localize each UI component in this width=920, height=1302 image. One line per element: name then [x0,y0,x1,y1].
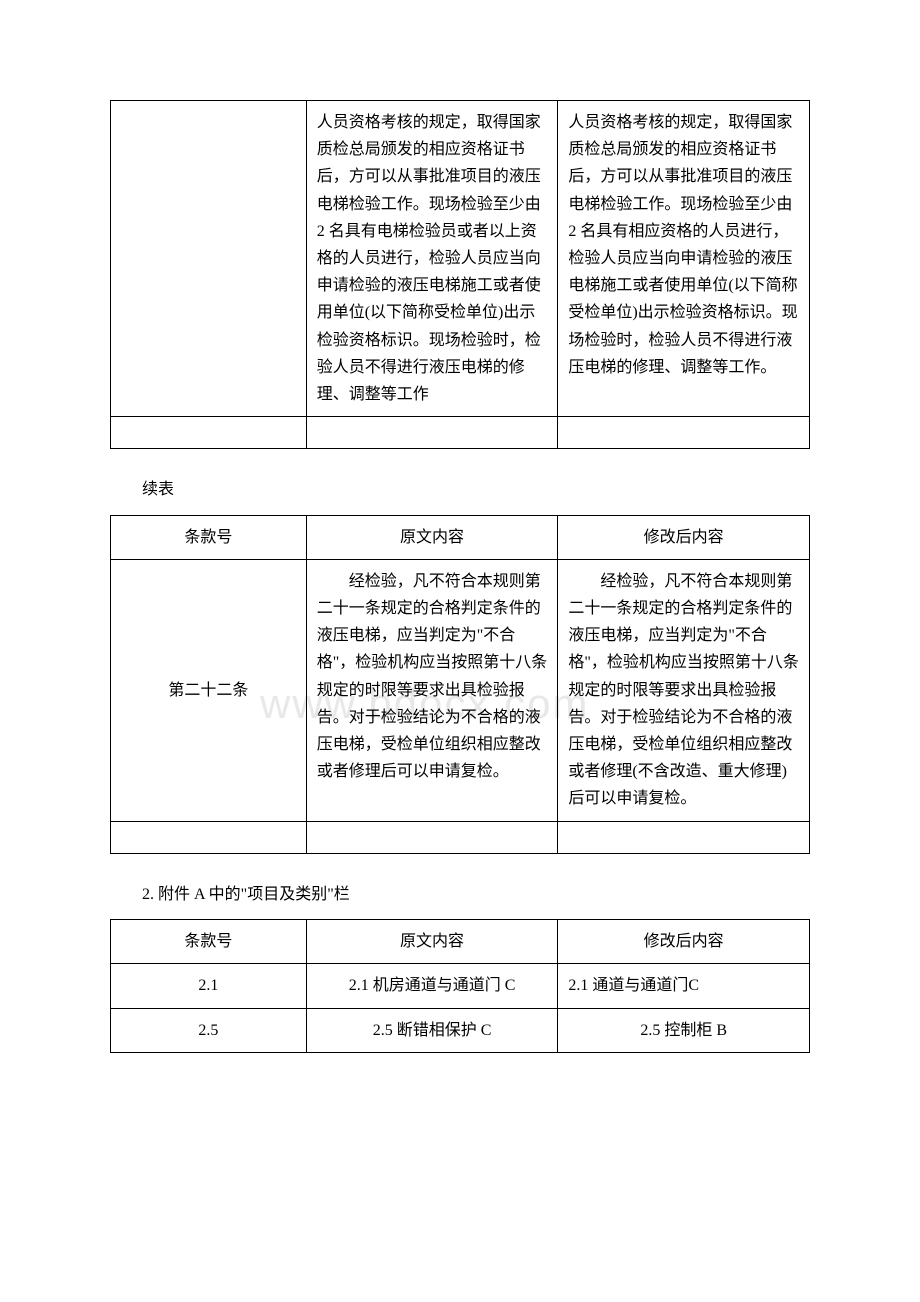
table-3: 条款号 原文内容 修改后内容 2.1 2.1 机房通道与通道门 C 2.1 通道… [110,919,810,1053]
table-header-row: 条款号 原文内容 修改后内容 [111,920,810,964]
table-cell-empty [111,417,307,449]
table-cell-revised: 经检验，凡不符合本规则第二十一条规定的合格判定条件的液压电梯，应当判定为"不合格… [558,559,810,821]
table-empty-row [111,821,810,853]
table-empty-row [111,417,810,449]
table-cell-original: 经检验，凡不符合本规则第二十一条规定的合格判定条件的液压电梯，应当判定为"不合格… [306,559,558,821]
table-header-original: 原文内容 [306,920,558,964]
table-cell-clause: 2.1 [111,964,307,1008]
table-row: 第二十二条 经检验，凡不符合本规则第二十一条规定的合格判定条件的液压电梯，应当判… [111,559,810,821]
table-cell-original: 2.1 机房通道与通道门 C [306,964,558,1008]
table-cell-clause: 第二十二条 [111,559,307,821]
table-cell-empty [558,821,810,853]
continued-label: 续表 [110,477,810,503]
table-row: 2.5 2.5 断错相保护 C 2.5 控制柜 B [111,1008,810,1052]
table-header-row: 条款号 原文内容 修改后内容 [111,515,810,559]
table-1: 人员资格考核的规定，取得国家质检总局颁发的相应资格证书后，方可以从事批准项目的液… [110,100,810,449]
table-header-original: 原文内容 [306,515,558,559]
table-header-revised: 修改后内容 [558,515,810,559]
table-cell-original: 人员资格考核的规定，取得国家质检总局颁发的相应资格证书后，方可以从事批准项目的液… [306,101,558,417]
table-cell-empty [111,821,307,853]
table-cell-clause [111,101,307,417]
table-row: 人员资格考核的规定，取得国家质检总局颁发的相应资格证书后，方可以从事批准项目的液… [111,101,810,417]
table-2: 条款号 原文内容 修改后内容 第二十二条 经检验，凡不符合本规则第二十一条规定的… [110,515,810,854]
section-2-label: 2. 附件 A 中的"项目及类别"栏 [110,882,810,908]
table-cell-clause: 2.5 [111,1008,307,1052]
table-header-clause: 条款号 [111,920,307,964]
table-row: 2.1 2.1 机房通道与通道门 C 2.1 通道与通道门C [111,964,810,1008]
table-cell-revised: 2.5 控制柜 B [558,1008,810,1052]
table-header-clause: 条款号 [111,515,307,559]
table-cell-revised: 人员资格考核的规定，取得国家质检总局颁发的相应资格证书后，方可以从事批准项目的液… [558,101,810,417]
table-cell-empty [306,821,558,853]
table-cell-original: 2.5 断错相保护 C [306,1008,558,1052]
table-cell-empty [558,417,810,449]
table-cell-revised: 2.1 通道与通道门C [558,964,810,1008]
table-header-revised: 修改后内容 [558,920,810,964]
table-cell-empty [306,417,558,449]
